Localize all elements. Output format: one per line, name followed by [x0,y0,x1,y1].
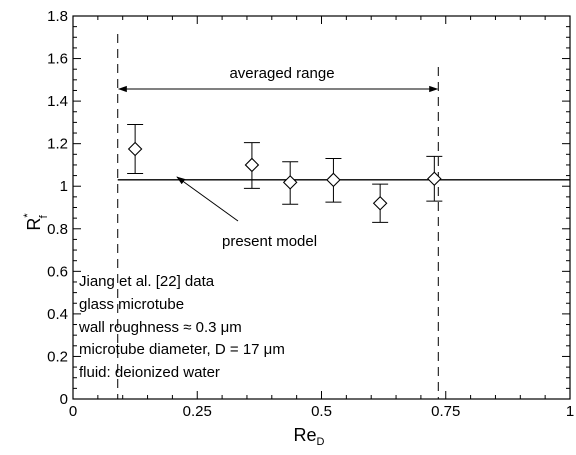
x-axis-title-main: Re [294,425,317,445]
y-tick-label: 0 [60,391,68,408]
x-tick-label: 0.25 [183,403,212,420]
x-tick-label: 0 [69,403,77,420]
averaged-range-lines [117,34,439,399]
data-point-diamond [127,141,143,157]
data-point-diamond [244,157,260,173]
y-tick-label: 0.8 [47,221,68,238]
averaged-range-label: averaged range [229,65,334,82]
data-point-diamond [326,172,341,188]
axis-ticks [72,15,571,400]
present-model-label: present model [222,233,317,250]
y-axis-title-main: R [24,218,44,231]
y-axis-title-sup: * [22,213,34,218]
info-line: Jiang et al. [22] data [79,273,215,290]
y-tick-label: 1.4 [47,93,68,110]
data-point-diamond [427,171,442,187]
y-axis-title: R* f [22,213,50,231]
y-axis-title-sub: f [38,214,50,218]
info-line: wall roughness ≈ 0.3 μm [78,319,242,336]
info-line: microtube diameter, D = 17 μm [79,341,285,358]
y-tick-label: 1 [60,178,68,195]
x-axis-title-sub: D [317,436,325,448]
data-point-diamond [282,175,298,190]
x-tick-label: 1 [566,403,574,420]
data-points [127,124,443,223]
x-axis-title: ReD [294,425,325,448]
present-model-arrow [176,176,239,222]
y-tick-label: 1.2 [47,136,68,153]
y-tick-label: 1.8 [47,8,68,25]
y-tick-label: 1.6 [47,51,68,68]
axis-tick-labels: 0 0.25 0.5 0.75 1 0 0.2 0.4 0.6 0.8 1 1.2 1.4 1.6 1.8 [47,8,574,420]
data-point-diamond [372,195,388,211]
info-block: Jiang et al. [22] data glass microtube w… [78,273,285,381]
x-tick-label: 0.5 [311,403,332,420]
y-tick-label: 0.2 [47,348,68,365]
info-line: glass microtube [79,296,184,313]
x-tick-label: 0.75 [431,403,460,420]
y-tick-label: 0.6 [47,263,68,280]
y-tick-label: 0.4 [47,306,68,323]
info-line: fluid: deionized water [79,364,220,381]
